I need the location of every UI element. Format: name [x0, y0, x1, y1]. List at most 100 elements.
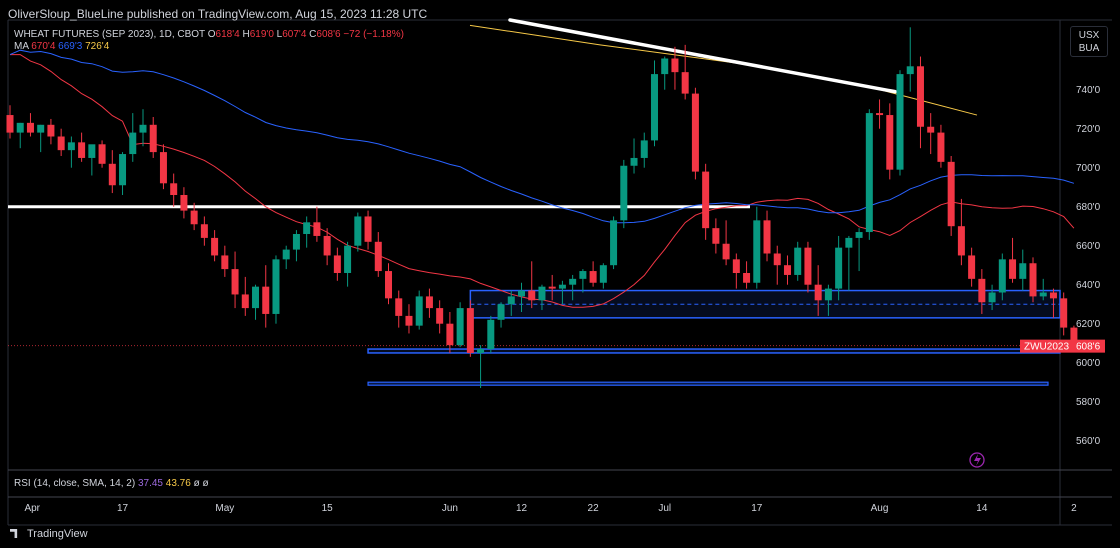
candle-body [16, 122, 24, 133]
candle-body [671, 58, 679, 73]
tradingview-logo[interactable]: TradingView [10, 528, 88, 540]
candle-body [272, 259, 280, 314]
candle-body [927, 126, 935, 133]
candle-body [630, 157, 638, 166]
candle-body [691, 93, 699, 172]
candle-body [88, 144, 96, 158]
candle-body [743, 273, 751, 283]
candle-body [650, 74, 658, 141]
x-tick-label: 17 [751, 503, 763, 514]
candle-body [78, 142, 86, 158]
candle-body [681, 72, 689, 94]
low-value: 607'4 [282, 29, 307, 40]
x-tick-label: 14 [976, 503, 988, 514]
y-tick-label: 680'0 [1076, 202, 1101, 213]
candle-body [518, 290, 525, 297]
candle-body [896, 74, 904, 170]
candle-body [149, 124, 157, 153]
candle-body [558, 284, 566, 289]
candle-body [1039, 292, 1047, 297]
candle-body [477, 349, 485, 353]
candle-body [47, 124, 55, 137]
candle-body [241, 294, 249, 309]
price-tag: ZWU2023 608'6 [1020, 339, 1105, 353]
ma-legend[interactable]: MA 670'4 669'3 726'4 [14, 41, 109, 52]
candle-body [211, 237, 219, 256]
open-label: O [207, 29, 216, 40]
candle-body [26, 122, 34, 133]
x-tick-label: 2 [1071, 503, 1077, 514]
candle-body [1060, 298, 1068, 328]
ma-red-value: 670'4 [31, 41, 56, 52]
candle-body [344, 245, 352, 273]
candle-body [579, 271, 587, 279]
rsi-value: 37.45 [137, 478, 163, 489]
y-tick-label: 700'0 [1076, 163, 1101, 174]
candle-body [1009, 259, 1017, 279]
candle-body [67, 142, 75, 151]
candle-body [1049, 292, 1057, 299]
rsi-legend[interactable]: RSI (14, close, SMA, 14, 2) 37.45 43.76 … [14, 478, 209, 489]
x-tick-label: Apr [24, 503, 40, 514]
candle-body [507, 296, 515, 305]
candle-body [763, 220, 771, 254]
y-tick-label: 720'0 [1076, 124, 1101, 135]
candle-body [794, 247, 802, 275]
candle-body [57, 136, 65, 151]
candle-body [405, 315, 413, 326]
close-label: C [309, 29, 317, 40]
candle-body [364, 216, 372, 242]
candle-body [415, 296, 423, 326]
candle-body [783, 265, 791, 275]
candle-body [814, 284, 822, 301]
candle-body [886, 115, 894, 170]
candle-body [395, 298, 403, 316]
candle-body [845, 237, 853, 248]
y-tick-label: 620'0 [1076, 319, 1101, 330]
x-tick-label: Jul [658, 503, 671, 514]
symbol-name: WHEAT FUTURES (SEP 2023), 1D, CBOT [14, 29, 205, 40]
candle-body [589, 271, 597, 283]
ma-red-line [10, 54, 1075, 308]
open-value: 618'4 [215, 29, 240, 40]
x-tick-label: Aug [871, 503, 889, 514]
candle-body [824, 288, 832, 301]
candle-body [436, 308, 444, 324]
candle-body [620, 165, 628, 221]
candle-body [835, 247, 843, 289]
candle-body [159, 152, 167, 184]
candle-body [937, 132, 945, 162]
close-value: 608'6 [316, 29, 341, 40]
candle-body [262, 286, 270, 314]
candle-body [313, 222, 321, 236]
candle-body [1019, 263, 1027, 279]
candle-body [6, 115, 14, 133]
candle-body [855, 232, 863, 238]
candle-body [190, 210, 198, 225]
candle-body [947, 161, 955, 227]
publisher-line: OliverSloup_BlueLine published on Tradin… [8, 7, 428, 21]
candle-body [538, 286, 546, 301]
candle-body [221, 255, 229, 270]
alert-icon [969, 452, 985, 468]
candle-body [569, 278, 577, 285]
x-tick-label: Jun [442, 503, 458, 514]
ma-blue-line [9, 49, 1075, 224]
price-tag-bg [1020, 339, 1105, 353]
candle-body [323, 235, 331, 256]
candle-body [640, 140, 648, 158]
candle-body [957, 226, 965, 256]
candle-body [978, 278, 986, 303]
y-tick-label: 580'0 [1076, 397, 1101, 408]
candle-body [200, 224, 208, 238]
candle-body [968, 255, 976, 279]
currency-unit-button[interactable]: USX BUA [1070, 26, 1108, 57]
candle-body [998, 259, 1006, 293]
candle-body [548, 286, 556, 289]
candle-body [456, 308, 464, 346]
rsi-extra: ø ø [193, 478, 209, 489]
candle-body [466, 308, 474, 353]
candle-body [333, 255, 341, 273]
symbol-legend: WHEAT FUTURES (SEP 2023), 1D, CBOT O618'… [14, 29, 404, 40]
